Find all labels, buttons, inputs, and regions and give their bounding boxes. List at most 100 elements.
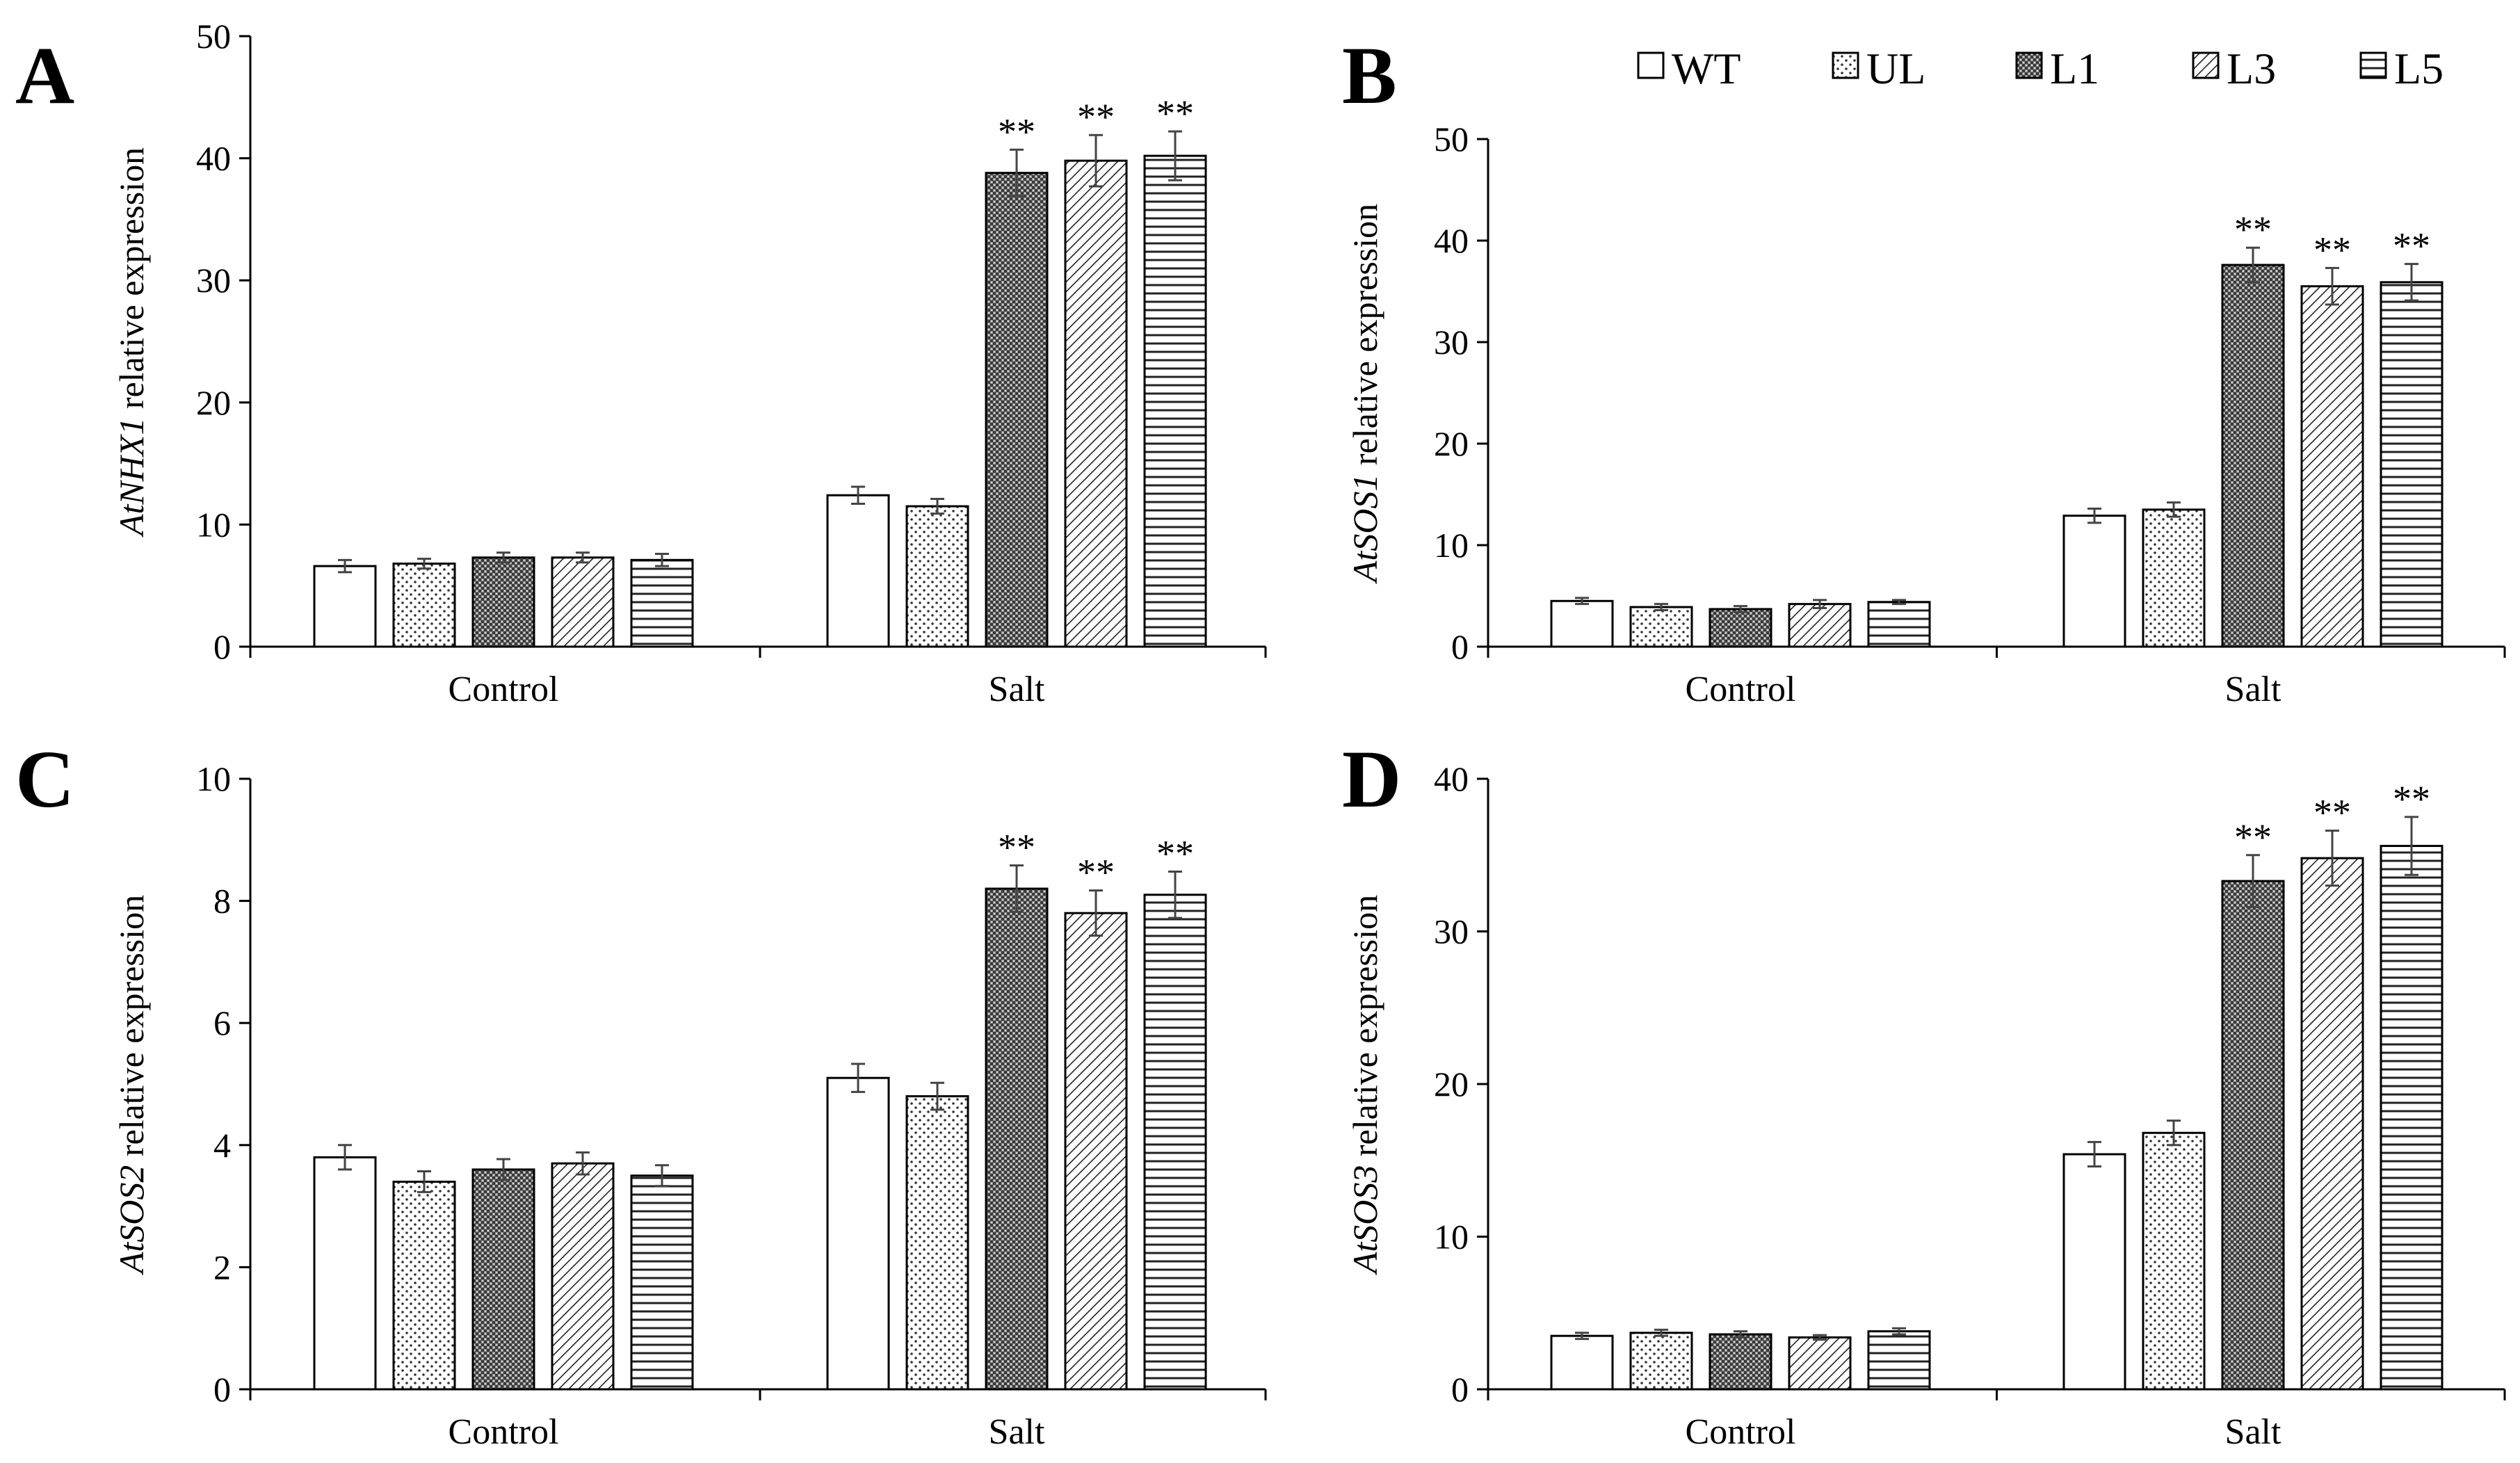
y-tick-label: 2 [213, 1247, 231, 1286]
x-category-label: Control [1686, 1412, 1796, 1452]
bar [1709, 1333, 1772, 1391]
bar [2142, 508, 2206, 648]
legend-label: UL [1866, 44, 1925, 93]
y-tick-label: 0 [1451, 1370, 1469, 1409]
y-axis-label-gene: AtSOS1 [1346, 474, 1384, 585]
bar [471, 556, 535, 648]
y-tick-label: 30 [1434, 912, 1469, 951]
bar [1629, 606, 1693, 648]
significance-mark: ** [1077, 852, 1115, 894]
bar [630, 1174, 694, 1391]
x-category-label: Control [449, 1412, 559, 1452]
bar [313, 1156, 377, 1391]
significance-mark: ** [1156, 832, 1194, 874]
bar [2300, 285, 2364, 648]
bar [1550, 1334, 1614, 1391]
legend-label: WT [1672, 44, 1741, 93]
bar [985, 172, 1049, 648]
y-tick-label: 30 [196, 261, 231, 300]
y-tick-label: 0 [213, 1370, 231, 1409]
y-tick-label: 20 [1434, 424, 1469, 463]
bar [2380, 845, 2444, 1391]
x-category-label: Salt [989, 670, 1045, 709]
significance-mark: ** [2313, 792, 2351, 834]
legend-label: L1 [2050, 44, 2099, 93]
y-axis-label-text: relative expression [1346, 895, 1384, 1165]
legend-swatch [1637, 51, 1665, 79]
bar [2142, 1131, 2206, 1391]
significance-mark: ** [998, 827, 1035, 868]
bar [1709, 608, 1772, 648]
y-tick-label: 4 [213, 1126, 231, 1165]
significance-mark: ** [1156, 92, 1194, 134]
bar [2380, 281, 2444, 648]
bar [1550, 599, 1614, 648]
y-tick-label: 10 [1434, 526, 1469, 565]
y-tick-label: 40 [196, 139, 231, 178]
y-tick-label: 8 [213, 882, 231, 921]
legend: WT UL L1 L3 L5 [1637, 44, 2444, 93]
bar [1064, 912, 1128, 1391]
chart-panel-d: D 0 10 20 30 40 Control Salt AtSOS3 relative exp… [1342, 734, 2506, 1452]
x-category-label: Salt [2225, 670, 2281, 709]
significance-mark: ** [2234, 816, 2272, 858]
significance-mark: ** [2234, 209, 2272, 250]
y-axis-label: AtSOS2 relative expression [112, 895, 151, 1275]
chart-panel-c: C 0 2 4 6 8 10 Control Salt AtSOS2 relative expre… [15, 734, 1267, 1452]
y-tick-label: 40 [1434, 759, 1469, 798]
significance-mark: ** [2393, 778, 2430, 820]
x-category-label: Salt [989, 1412, 1045, 1452]
y-tick-label: 30 [1434, 323, 1469, 362]
y-tick-label: 50 [196, 17, 231, 56]
y-axis-label-text: relative expression [112, 147, 151, 418]
bar [905, 505, 969, 648]
y-axis-label-gene: AtSOS3 [1346, 1165, 1384, 1276]
x-category-label: Control [449, 670, 559, 709]
y-tick-label: 40 [1434, 221, 1469, 260]
legend-label: L3 [2227, 44, 2276, 93]
bar [2062, 515, 2126, 648]
panel-letter: B [1342, 30, 1397, 121]
y-tick-label: 10 [196, 505, 231, 544]
significance-mark: ** [1077, 96, 1115, 138]
y-tick-label: 10 [196, 759, 231, 798]
bar [2221, 880, 2285, 1391]
bar [2062, 1153, 2126, 1391]
y-tick-label: 0 [213, 627, 231, 666]
y-axis-label-gene: AtSOS2 [112, 1165, 151, 1276]
y-tick-label: 0 [1451, 627, 1469, 666]
panel-letter: D [1342, 734, 1401, 825]
legend-label: L5 [2394, 44, 2444, 93]
bar [471, 1168, 535, 1391]
bar [551, 556, 615, 648]
bar [826, 1076, 890, 1391]
y-tick-label: 10 [1434, 1218, 1469, 1256]
y-axis-label: AtSOS3 relative expression [1346, 895, 1384, 1275]
y-tick-label: 50 [1434, 120, 1469, 159]
x-category-label: Control [1686, 670, 1796, 709]
bar [630, 558, 694, 648]
y-tick-label: 6 [213, 1003, 231, 1042]
y-axis-label-text: relative expression [112, 895, 151, 1165]
bar [1788, 603, 1852, 648]
significance-mark: ** [2313, 229, 2351, 270]
bar [2300, 857, 2364, 1391]
panel-letter: C [15, 734, 74, 825]
y-axis-label-text: relative expression [1346, 204, 1384, 474]
y-tick-label: 20 [196, 383, 231, 422]
bar [1143, 894, 1207, 1391]
bar [1629, 1332, 1693, 1391]
bar [2221, 264, 2285, 648]
bar [1788, 1336, 1852, 1391]
x-category-label: Salt [2225, 1412, 2281, 1452]
legend-swatch [2359, 51, 2387, 79]
legend-swatch [2192, 51, 2220, 79]
bar [1867, 601, 1931, 648]
bar [826, 494, 890, 648]
bar [905, 1095, 969, 1391]
chart-panel-b: B 0 10 20 30 40 50 Control Salt AtSOS1 relative e… [1342, 30, 2506, 709]
bar [1867, 1330, 1931, 1391]
significance-mark: ** [2393, 225, 2430, 267]
